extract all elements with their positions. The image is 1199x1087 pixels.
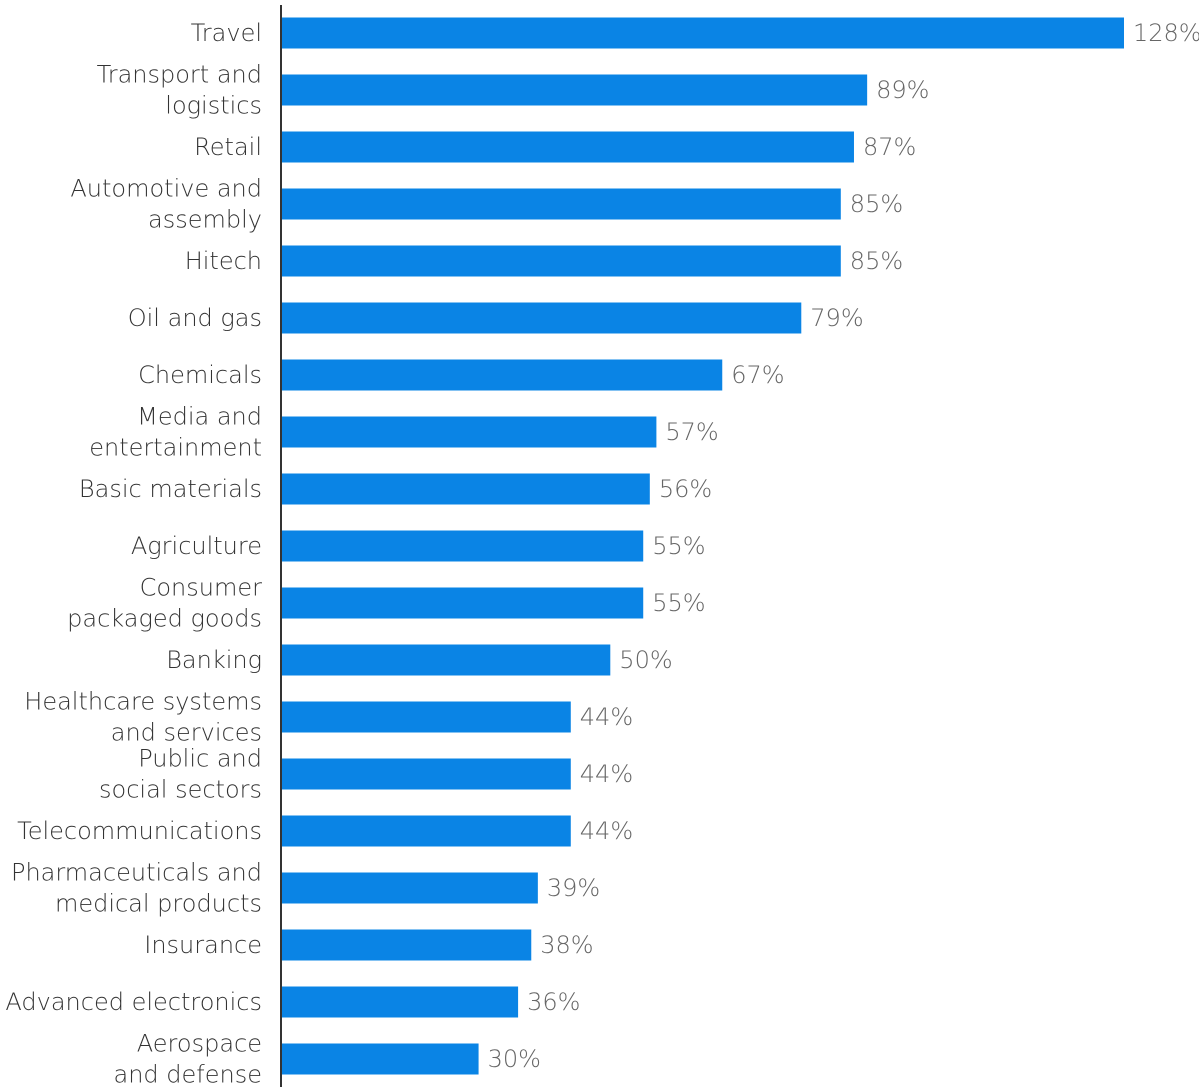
category-label: Healthcare systems <box>24 688 262 716</box>
bar <box>281 986 519 1018</box>
bar <box>281 74 868 106</box>
category-label: Oil and gas <box>128 304 262 332</box>
category-label: Chemicals <box>138 361 262 389</box>
bar <box>281 530 644 562</box>
category-label: entertainment <box>89 434 262 462</box>
category-label: Transport and <box>97 61 262 89</box>
category-label: Basic materials <box>79 475 262 503</box>
value-label: 39% <box>547 874 600 902</box>
category-label: Travel <box>191 19 262 47</box>
category-label: Retail <box>194 133 262 161</box>
value-label: 67% <box>731 361 784 389</box>
bar <box>281 188 841 220</box>
value-label: 44% <box>580 703 633 731</box>
category-label: Banking <box>166 646 262 674</box>
bar <box>281 587 644 619</box>
bar <box>281 644 611 676</box>
value-label: 89% <box>876 76 929 104</box>
bar <box>281 758 571 790</box>
bars-group <box>281 17 1124 1075</box>
bar <box>281 245 841 277</box>
category-label: Automotive and <box>70 175 262 203</box>
bar <box>281 359 723 391</box>
category-label: and services <box>111 719 262 747</box>
category-label: logistics <box>165 92 262 120</box>
category-label: social sectors <box>99 776 262 804</box>
category-label: assembly <box>148 206 262 234</box>
bar <box>281 1043 479 1075</box>
category-label: Agriculture <box>131 532 262 560</box>
value-label: 55% <box>652 589 705 617</box>
category-label: and defense <box>114 1061 262 1087</box>
category-label: Pharmaceuticals and <box>11 859 262 887</box>
value-label: 36% <box>527 988 580 1016</box>
value-label: 128% <box>1133 19 1199 47</box>
category-label: packaged goods <box>67 605 262 633</box>
category-labels-group: Travel Transport and logistics Retail Automo… <box>5 19 262 1087</box>
bar <box>281 17 1124 49</box>
bar <box>281 872 538 904</box>
bar <box>281 302 802 334</box>
category-label: Media and <box>137 403 262 431</box>
value-label: 38% <box>540 931 593 959</box>
value-label: 79% <box>810 304 863 332</box>
value-label: 30% <box>488 1045 541 1073</box>
value-label: 85% <box>850 190 903 218</box>
value-label: 55% <box>652 532 705 560</box>
value-label: 85% <box>850 247 903 275</box>
bar <box>281 131 854 163</box>
value-label: 57% <box>665 418 718 446</box>
category-label: Telecommunications <box>17 817 262 845</box>
value-label: 44% <box>580 760 633 788</box>
bar <box>281 815 571 847</box>
value-label: 56% <box>659 475 712 503</box>
value-labels-group: 128% 89% 87% 85% 85% 79% 67% 57% 56% 55% 55% 50% 44%… <box>488 19 1199 1073</box>
value-label: 50% <box>619 646 672 674</box>
value-label: 87% <box>863 133 916 161</box>
category-label: Public and <box>138 745 262 773</box>
bar <box>281 701 571 733</box>
category-label: Aerospace <box>137 1030 262 1058</box>
category-label: Insurance <box>144 931 262 959</box>
bar <box>281 929 532 961</box>
value-label: 44% <box>580 817 633 845</box>
category-label: Consumer <box>140 574 263 602</box>
category-label: Advanced electronics <box>5 988 262 1016</box>
category-label: medical products <box>55 890 262 918</box>
bar <box>281 473 650 505</box>
category-label: Hitech <box>185 247 262 275</box>
bar <box>281 416 657 448</box>
